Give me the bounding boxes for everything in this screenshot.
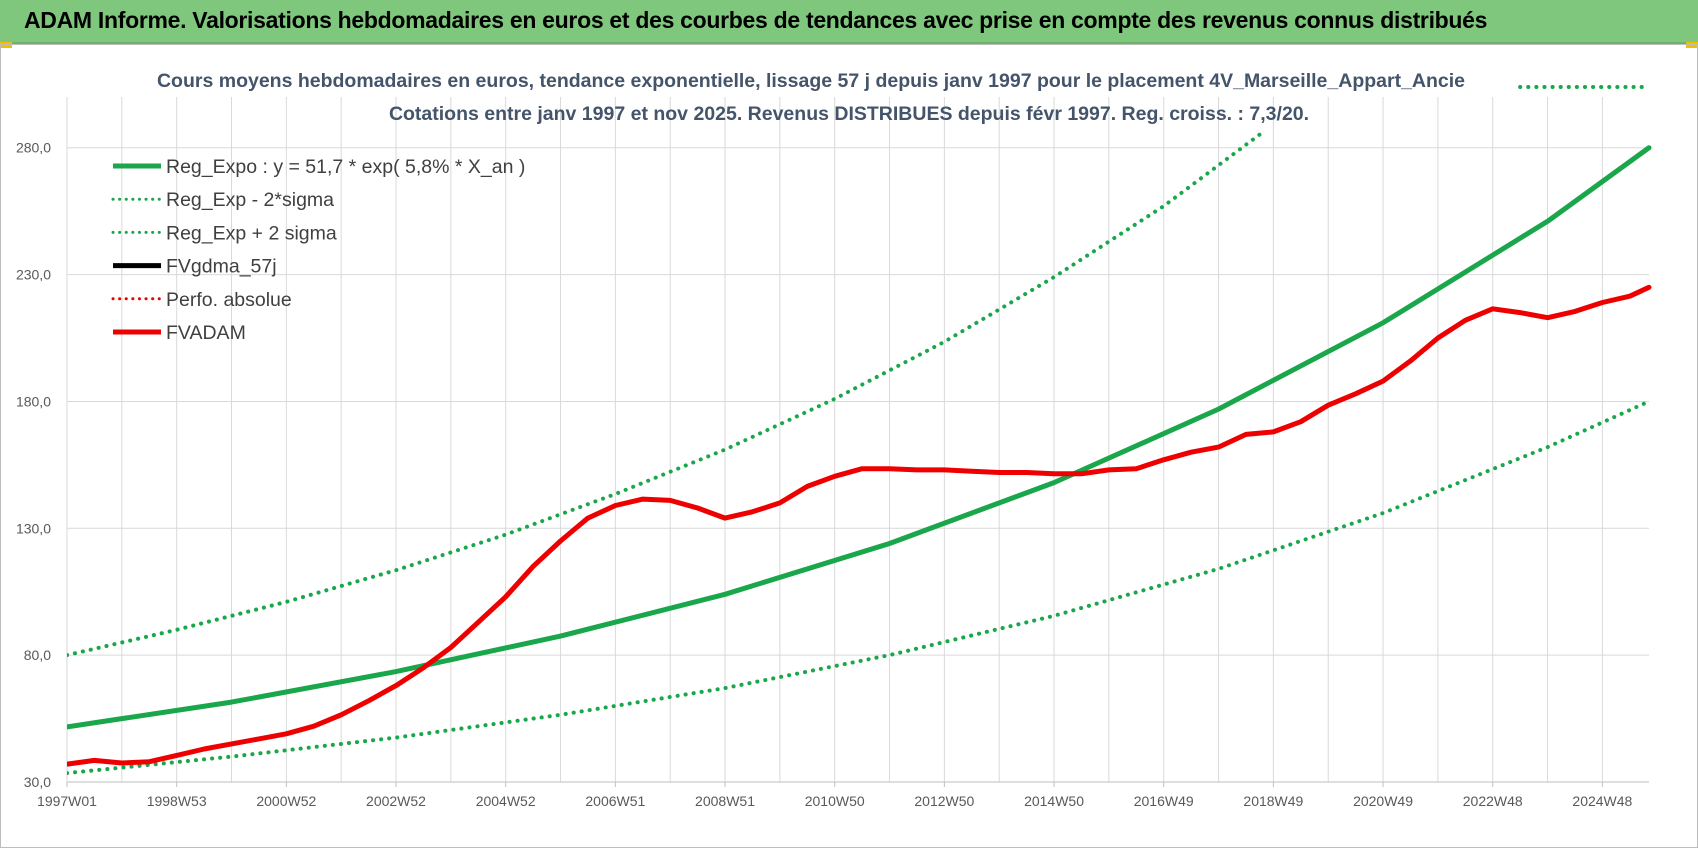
x-tick-label: 2004W52 [476,793,536,809]
x-tick-label: 2020W49 [1353,793,1413,809]
x-tick-label: 2014W50 [1024,793,1084,809]
x-tick-label: 2016W49 [1134,793,1194,809]
chart-title: Cours moyens hebdomadaires en euros, ten… [157,70,1465,92]
series-line-fvadam [67,284,1652,767]
legend-label: Reg_Exp + 2 sigma [166,222,337,244]
x-tick-label: 2006W51 [585,793,645,809]
y-tick-label: 180,0 [16,393,51,409]
y-tick-label: 230,0 [16,267,51,283]
axes: 30,0 80,0 130,0 180,0 230,0 280,0 1997W01 1998W… [16,140,1649,809]
y-tick-label: 130,0 [16,520,51,536]
legend-label: Perfo. absolue [166,289,292,311]
legend-label: Reg_Expo : y = 51,7 * exp( 5,8% * X_an ) [166,156,525,178]
y-tick-label: 80,0 [24,647,51,663]
chart-area: 30,0 80,0 130,0 180,0 230,0 280,0 1997W01 1998W… [0,44,1698,848]
x-tick-label: 2018W49 [1243,793,1303,809]
x-tick-label: 2024W48 [1572,793,1632,809]
line-chart: 30,0 80,0 130,0 180,0 230,0 280,0 1997W01 1998W… [16,70,1652,809]
corner-marker-right [1686,42,1698,48]
y-tick-label: 280,0 [16,140,51,156]
corner-marker-left [0,42,12,48]
legend-label: FVgdma_57j [166,256,277,278]
series-line-reg_exp [67,130,1265,658]
x-tick-label: 1997W01 [37,793,97,809]
y-tick-label: 30,0 [24,774,51,790]
legend-label: FVADAM [166,322,246,344]
series-lines [67,130,1652,776]
chart-subtitle: Cotations entre janv 1997 et nov 2025. R… [389,103,1309,125]
x-tick-label: 2022W48 [1463,793,1523,809]
series-line-reg_expo [67,145,1652,730]
banner: ADAM Informe. Valorisations hebdomadaire… [0,0,1698,44]
x-tick-label: 2008W51 [695,793,755,809]
legend: Reg_Expo : y = 51,7 * exp( 5,8% * X_an )… [111,156,525,344]
x-tick-label: 2010W50 [805,793,865,809]
legend-label: Reg_Exp - 2*sigma [166,189,334,211]
x-tick-label: 2012W50 [914,793,974,809]
x-tick-label: 2000W52 [256,793,316,809]
series-line-reg_exp [67,399,1651,776]
x-tick-label: 1998W53 [147,793,207,809]
x-tick-label: 2002W52 [366,793,426,809]
banner-title: ADAM Informe. Valorisations hebdomadaire… [24,7,1488,33]
